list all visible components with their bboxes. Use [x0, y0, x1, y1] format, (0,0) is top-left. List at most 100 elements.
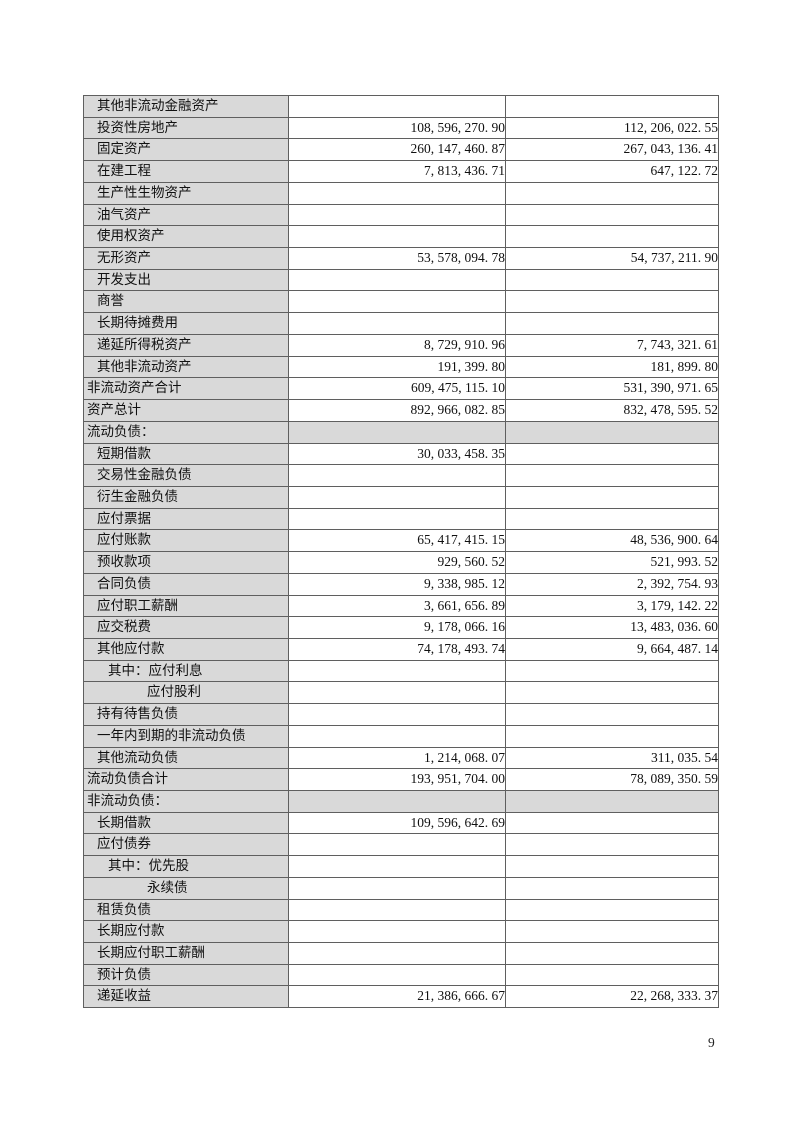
cell-previous-amount: [505, 681, 719, 705]
cell-current-amount: 3, 661, 656. 89: [288, 594, 506, 618]
table-row: 其他非流动资产 191, 399. 80 181, 899. 80: [83, 355, 719, 379]
cell-current-amount: [288, 181, 506, 205]
table-row: 交易性金融负债: [83, 464, 719, 487]
cell-previous-amount: [505, 181, 719, 205]
cell-previous-amount: 181, 899. 80: [505, 355, 719, 379]
row-label: 无形资产: [83, 247, 289, 270]
cell-current-amount: [288, 485, 506, 509]
table-row: 持有待售负债: [83, 703, 719, 726]
cell-current-amount: [288, 833, 506, 857]
cell-current-amount: [288, 268, 506, 292]
cell-previous-amount: [505, 485, 719, 509]
row-label: 其中：优先股: [83, 855, 289, 878]
row-label: 其中：应付利息: [83, 659, 289, 683]
cell-previous-amount: 7, 743, 321. 61: [505, 333, 719, 357]
cell-current-amount: 193, 951, 704. 00: [288, 768, 506, 791]
cell-previous-amount: 112, 206, 022. 55: [505, 116, 719, 140]
cell-current-amount: [288, 855, 506, 878]
cell-previous-amount: [505, 225, 719, 249]
cell-previous-amount: [505, 442, 719, 466]
cell-current-amount: 1, 214, 068. 07: [288, 746, 506, 770]
cell-previous-amount: 9, 664, 487. 14: [505, 637, 719, 661]
row-label: 流动负债合计: [83, 768, 289, 791]
cell-current-amount: [288, 876, 506, 900]
cell-previous-amount: 22, 268, 333. 37: [505, 985, 719, 1009]
table-row: 短期借款 30, 033, 458. 35: [83, 442, 719, 466]
cell-previous-amount: [505, 312, 719, 335]
row-label: 油气资产: [83, 203, 289, 227]
cell-previous-amount: [505, 290, 719, 314]
row-label: 长期借款: [83, 811, 289, 835]
cell-current-amount: 260, 147, 460. 87: [288, 138, 506, 162]
cell-previous-amount: [505, 790, 719, 813]
cell-current-amount: 929, 560. 52: [288, 551, 506, 574]
cell-previous-amount: [505, 942, 719, 965]
table-row: 递延所得税资产 8, 729, 910. 96 7, 743, 321. 61: [83, 333, 719, 357]
row-label: 应付股利: [83, 681, 289, 705]
cell-current-amount: 9, 178, 066. 16: [288, 616, 506, 639]
balance-sheet-table: 其他非流动金融资产 投资性房地产 108, 596, 270. 90 112, …: [83, 95, 719, 1009]
row-label: 短期借款: [83, 442, 289, 466]
cell-previous-amount: [505, 876, 719, 900]
cell-current-amount: [288, 464, 506, 487]
balance-sheet-body: 其他非流动金融资产 投资性房地产 108, 596, 270. 90 112, …: [83, 95, 719, 1009]
row-label: 开发支出: [83, 268, 289, 292]
row-label: 其他应付款: [83, 637, 289, 661]
table-row: 在建工程 7, 813, 436. 71 647, 122. 72: [83, 160, 719, 183]
cell-current-amount: 191, 399. 80: [288, 355, 506, 379]
cell-previous-amount: [505, 833, 719, 857]
cell-current-amount: 74, 178, 493. 74: [288, 637, 506, 661]
cell-previous-amount: [505, 420, 719, 444]
table-row: 应付债券: [83, 833, 719, 857]
cell-current-amount: [288, 659, 506, 683]
row-label: 商誉: [83, 290, 289, 314]
cell-previous-amount: 3, 179, 142. 22: [505, 594, 719, 618]
cell-previous-amount: [505, 703, 719, 726]
table-row: 流动负债：: [83, 420, 719, 444]
table-row: 应付票据: [83, 507, 719, 531]
row-label: 交易性金融负债: [83, 464, 289, 487]
table-row: 一年内到期的非流动负债: [83, 724, 719, 748]
cell-previous-amount: [505, 203, 719, 227]
cell-current-amount: 21, 386, 666. 67: [288, 985, 506, 1009]
cell-current-amount: [288, 790, 506, 813]
table-row: 其中：优先股: [83, 855, 719, 878]
row-label: 应付账款: [83, 529, 289, 553]
cell-current-amount: 109, 596, 642. 69: [288, 811, 506, 835]
table-row: 合同负债 9, 338, 985. 12 2, 392, 754. 93: [83, 572, 719, 596]
row-label: 应交税费: [83, 616, 289, 639]
cell-previous-amount: [505, 268, 719, 292]
cell-current-amount: 108, 596, 270. 90: [288, 116, 506, 140]
cell-current-amount: [288, 312, 506, 335]
table-row: 其他非流动金融资产: [83, 95, 719, 118]
cell-previous-amount: [505, 464, 719, 487]
cell-previous-amount: [505, 963, 719, 987]
cell-previous-amount: [505, 724, 719, 748]
row-label: 租赁负债: [83, 898, 289, 922]
table-row: 永续债: [83, 876, 719, 900]
cell-previous-amount: 267, 043, 136. 41: [505, 138, 719, 162]
table-row: 其中：应付利息: [83, 659, 719, 683]
cell-previous-amount: 311, 035. 54: [505, 746, 719, 770]
table-row: 非流动负债：: [83, 790, 719, 813]
table-row: 衍生金融负债: [83, 485, 719, 509]
table-row: 非流动资产合计 609, 475, 115. 10 531, 390, 971.…: [83, 377, 719, 401]
row-label: 递延所得税资产: [83, 333, 289, 357]
row-label: 应付票据: [83, 507, 289, 531]
cell-current-amount: [288, 703, 506, 726]
cell-previous-amount: [505, 659, 719, 683]
row-label: 流动负债：: [83, 420, 289, 444]
cell-current-amount: [288, 942, 506, 965]
table-row: 应付股利: [83, 681, 719, 705]
table-row: 应交税费 9, 178, 066. 16 13, 483, 036. 60: [83, 616, 719, 639]
cell-current-amount: 65, 417, 415. 15: [288, 529, 506, 553]
cell-previous-amount: 78, 089, 350. 59: [505, 768, 719, 791]
cell-previous-amount: [505, 811, 719, 835]
cell-previous-amount: 531, 390, 971. 65: [505, 377, 719, 401]
cell-previous-amount: [505, 898, 719, 922]
table-row: 流动负债合计 193, 951, 704. 00 78, 089, 350. 5…: [83, 768, 719, 791]
row-label: 长期待摊费用: [83, 312, 289, 335]
cell-current-amount: [288, 203, 506, 227]
row-label: 固定资产: [83, 138, 289, 162]
